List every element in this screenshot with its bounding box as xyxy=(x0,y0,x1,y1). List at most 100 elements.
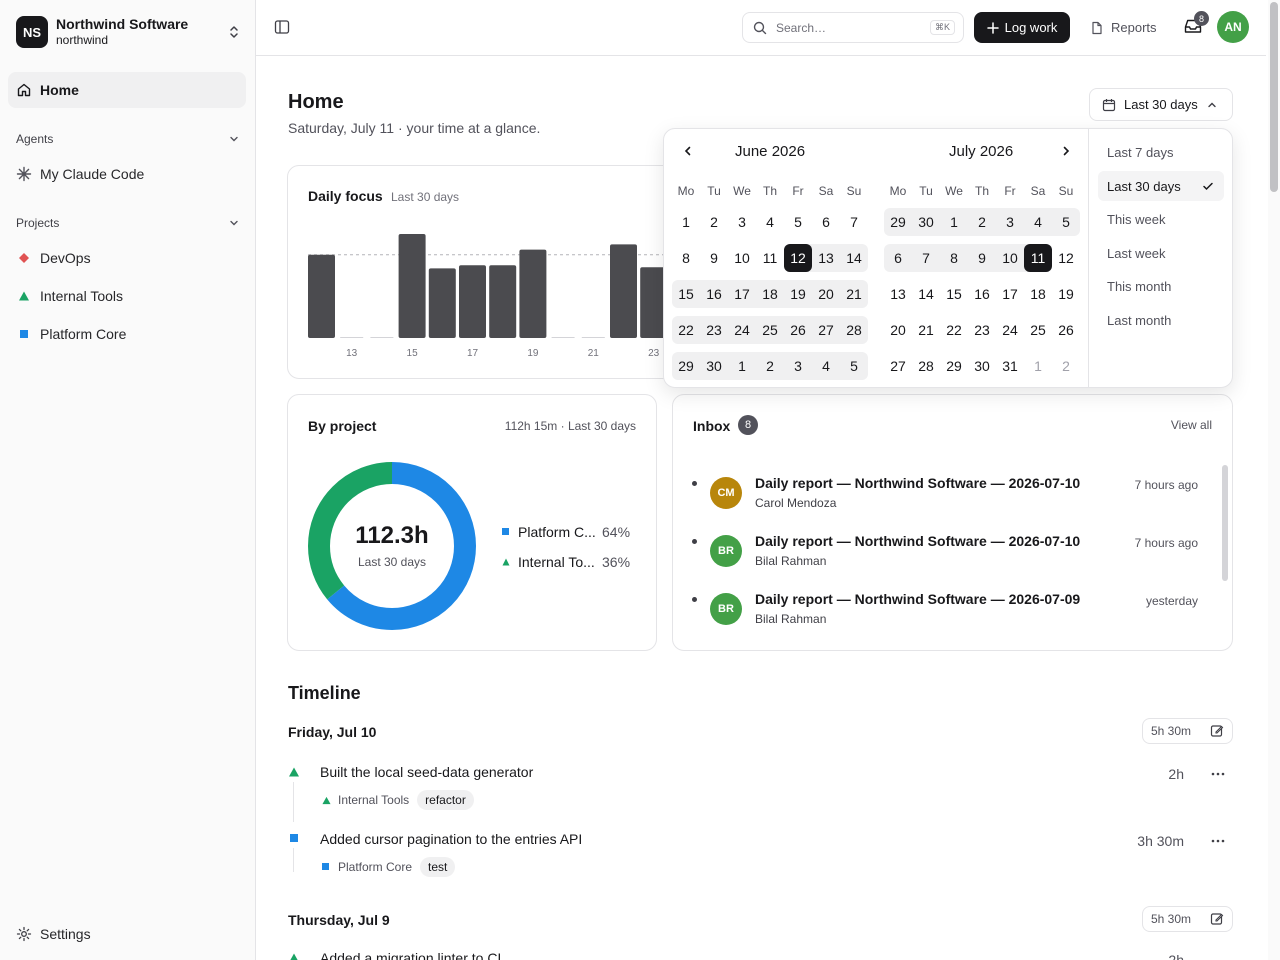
calendar-day[interactable]: 2 xyxy=(1062,358,1070,374)
calendar-day[interactable]: 3 xyxy=(794,358,802,374)
calendar-day[interactable]: 1 xyxy=(1034,358,1042,374)
calendar-day[interactable]: 16 xyxy=(974,286,990,302)
page-scrollbar[interactable] xyxy=(1268,0,1280,960)
log-work-button[interactable]: Log work xyxy=(974,12,1070,43)
calendar-day[interactable]: 26 xyxy=(790,322,806,338)
calendar-day[interactable]: 10 xyxy=(1002,250,1018,266)
calendar-day[interactable]: 22 xyxy=(946,322,962,338)
focus-bar[interactable] xyxy=(489,265,517,338)
view-all-link[interactable]: View all xyxy=(1170,418,1212,432)
calendar-day[interactable]: 8 xyxy=(950,250,958,266)
calendar-day[interactable]: 19 xyxy=(790,286,806,302)
inbox-item[interactable]: BR Daily report — Northwind Software — 2… xyxy=(692,533,1202,583)
calendar-day[interactable]: 10 xyxy=(734,250,750,266)
preset-last-30-days[interactable]: Last 30 days xyxy=(1098,171,1224,201)
calendar-day[interactable]: 23 xyxy=(706,322,722,338)
calendar-day[interactable]: 20 xyxy=(818,286,834,302)
calendar-day[interactable]: 26 xyxy=(1058,322,1074,338)
focus-bar[interactable] xyxy=(398,234,426,338)
preset-this-week[interactable]: This week xyxy=(1107,211,1166,227)
calendar-day[interactable]: 14 xyxy=(918,286,934,302)
calendar-day[interactable]: 2 xyxy=(710,214,718,230)
calendar-day[interactable]: 5 xyxy=(794,214,802,230)
calendar-day[interactable]: 2 xyxy=(978,214,986,230)
calendar-day[interactable]: 5 xyxy=(850,358,858,374)
sidebar-item-settings[interactable]: Settings xyxy=(8,918,246,950)
more-horizontal-icon[interactable] xyxy=(1210,766,1226,782)
calendar-day[interactable]: 30 xyxy=(706,358,722,374)
calendar-day[interactable]: 28 xyxy=(846,322,862,338)
entry-title[interactable]: Added a migration linter to CI xyxy=(320,950,502,960)
focus-bar[interactable] xyxy=(610,244,637,338)
calendar-day[interactable]: 18 xyxy=(1030,286,1046,302)
sidebar-item-home[interactable]: Home xyxy=(8,72,246,108)
preset-this-month[interactable]: This month xyxy=(1107,278,1172,294)
chevron-left-icon[interactable] xyxy=(682,145,694,157)
calendar-day[interactable]: 20 xyxy=(890,322,906,338)
calendar-day[interactable]: 30 xyxy=(918,214,934,230)
focus-bar[interactable] xyxy=(640,267,668,338)
calendar-day[interactable]: 9 xyxy=(978,250,986,266)
calendar-day[interactable]: 6 xyxy=(894,250,902,266)
workspace-switcher[interactable]: NS Northwind Software northwind xyxy=(16,15,242,49)
calendar-day[interactable]: 17 xyxy=(734,286,750,302)
calendar-day[interactable]: 12 xyxy=(1058,250,1074,266)
calendar-day[interactable]: 1 xyxy=(950,214,958,230)
calendar-day[interactable]: 1 xyxy=(738,358,746,374)
search-input[interactable]: Search… ⌘K xyxy=(742,12,964,43)
more-horizontal-icon[interactable] xyxy=(1210,833,1226,849)
date-range-button[interactable]: Last 30 days xyxy=(1089,88,1233,121)
calendar-day[interactable]: 17 xyxy=(1002,286,1018,302)
calendar-day[interactable]: 7 xyxy=(922,250,930,266)
sidebar-item-devops[interactable]: DevOps xyxy=(8,242,246,274)
calendar-day[interactable]: 29 xyxy=(890,214,906,230)
calendar-day[interactable]: 11 xyxy=(1024,244,1052,272)
calendar-day[interactable]: 4 xyxy=(1034,214,1042,230)
calendar-day[interactable]: 3 xyxy=(1006,214,1014,230)
calendar-day[interactable]: 6 xyxy=(822,214,830,230)
calendar-day[interactable]: 4 xyxy=(766,214,774,230)
calendar-day[interactable]: 25 xyxy=(1030,322,1046,338)
calendar-day[interactable]: 12 xyxy=(784,244,812,272)
calendar-day[interactable]: 1 xyxy=(682,214,690,230)
calendar-day[interactable]: 5 xyxy=(1062,214,1070,230)
edit-icon[interactable] xyxy=(1210,724,1224,738)
calendar-day[interactable]: 8 xyxy=(682,250,690,266)
calendar-day[interactable]: 15 xyxy=(678,286,694,302)
calendar-day[interactable]: 14 xyxy=(846,250,862,266)
user-avatar[interactable]: AN xyxy=(1217,11,1249,43)
calendar-day[interactable]: 7 xyxy=(850,214,858,230)
entry-title[interactable]: Added cursor pagination to the entries A… xyxy=(320,831,583,847)
sidebar-item-internal-tools[interactable]: Internal Tools xyxy=(8,280,246,312)
calendar-day[interactable]: 13 xyxy=(890,286,906,302)
inbox-scrollbar[interactable] xyxy=(1222,465,1228,581)
reports-button[interactable]: Reports xyxy=(1090,12,1157,43)
calendar-day[interactable]: 24 xyxy=(734,322,750,338)
edit-icon[interactable] xyxy=(1210,912,1224,926)
calendar-day[interactable]: 25 xyxy=(762,322,778,338)
calendar-day[interactable]: 29 xyxy=(946,358,962,374)
calendar-day[interactable]: 21 xyxy=(846,286,862,302)
inbox-item[interactable]: BR Daily report — Northwind Software — 2… xyxy=(692,591,1202,641)
focus-bar[interactable] xyxy=(459,265,486,338)
focus-bar[interactable] xyxy=(428,268,456,338)
projects-section-header[interactable]: Projects xyxy=(16,216,240,230)
calendar-day[interactable]: 3 xyxy=(738,214,746,230)
calendar-day[interactable]: 15 xyxy=(946,286,962,302)
sidebar-item-my-claude-code[interactable]: My Claude Code xyxy=(8,158,246,190)
calendar-day[interactable]: 2 xyxy=(766,358,774,374)
calendar-day[interactable]: 29 xyxy=(678,358,694,374)
preset-last-week[interactable]: Last week xyxy=(1107,245,1166,261)
calendar-day[interactable]: 4 xyxy=(822,358,830,374)
inbox-icon[interactable] xyxy=(1183,16,1203,36)
scrollbar-thumb[interactable] xyxy=(1270,2,1278,192)
calendar-day[interactable]: 11 xyxy=(762,250,778,266)
calendar-day[interactable]: 22 xyxy=(678,322,694,338)
calendar-day[interactable]: 27 xyxy=(890,358,906,374)
calendar-day[interactable]: 13 xyxy=(818,250,834,266)
calendar-day[interactable]: 16 xyxy=(706,286,722,302)
calendar-day[interactable]: 19 xyxy=(1058,286,1074,302)
calendar-day[interactable]: 27 xyxy=(818,322,834,338)
calendar-day[interactable]: 24 xyxy=(1002,322,1018,338)
sidebar-toggle-icon[interactable] xyxy=(274,19,290,35)
